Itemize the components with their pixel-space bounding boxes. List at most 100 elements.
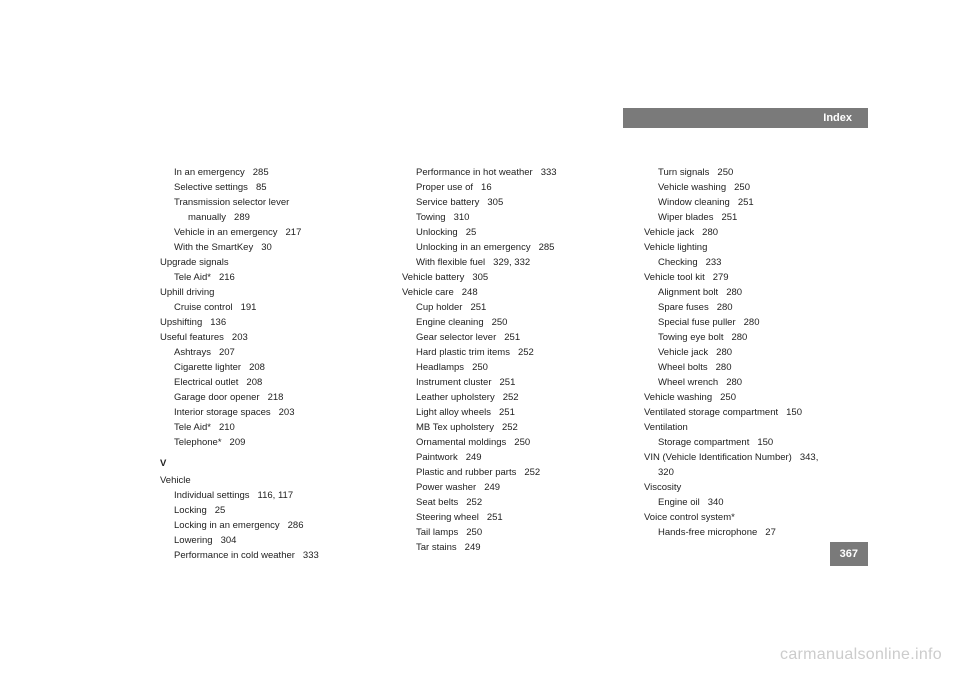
index-entry-text: Vehicle lighting [644,242,707,253]
index-entry: Interior storage spaces203 [160,405,374,420]
index-entry: Unlocking in an emergency 285 [402,240,616,255]
index-entry-text: Hands-free microphone [658,527,757,538]
index-entry-page: 304 [221,535,237,546]
index-entry-page: 85 [256,182,267,193]
index-column-2: Performance in hot weather333Proper use … [402,165,616,563]
index-entry-text: Hard plastic trim items [416,347,510,358]
index-entry: Spare fuses280 [644,300,858,315]
index-entry-text: Unlocking in an emergency [416,242,531,253]
index-entry-page: 250 [514,437,530,448]
index-column-1: In an emergency285Selective settings85Tr… [160,165,374,563]
index-entry-page: 333 [541,167,557,178]
index-entry: Garage door opener218 [160,390,374,405]
index-entry-text: Steering wheel [416,512,479,523]
index-entry-text: Towing eye bolt [658,332,723,343]
index-entry: Ashtrays 207 [160,345,374,360]
index-entry-page: 208 [246,377,262,388]
index-entry-text: Towing [416,212,446,223]
index-entry: Wheel bolts 280 [644,360,858,375]
index-entry: Unlocking25 [402,225,616,240]
index-entry-text: Garage door opener [174,392,260,403]
index-entry-text: Uphill driving [160,287,214,298]
index-entry-page: 280 [731,332,747,343]
index-entry-text: Viscosity [644,482,681,493]
index-entry-text: Telephone* [174,437,222,448]
index-entry-text: manually [188,212,226,223]
index-entry-text: VIN (Vehicle Identification Number) [644,452,792,463]
index-entry: Vehicle care248 [402,285,616,300]
index-entry-text: Performance in hot weather [416,167,533,178]
index-entry-text: MB Tex upholstery [416,422,494,433]
page-number-tab: 367 [830,542,868,566]
index-entry-page: 252 [524,467,540,478]
index-entry: Service battery305 [402,195,616,210]
index-entry: Locking 25 [160,503,374,518]
index-entry-text: Transmission selector lever [174,197,289,208]
index-entry-text: Leather upholstery [416,392,495,403]
index-entry: Tar stains249 [402,540,616,555]
index-entry-page: 285 [539,242,555,253]
index-entry-text: Cruise control [174,302,233,313]
index-entry: Voice control system* [644,510,858,525]
index-entry-page: 25 [215,505,226,516]
index-entry-text: Vehicle care [402,287,454,298]
index-entry-page: 252 [466,497,482,508]
index-entry-text: Storage compartment [658,437,749,448]
index-entry-text: Turn signals [658,167,709,178]
index-entry-text: With the SmartKey [174,242,253,253]
index-entry-text: Vehicle washing [658,182,726,193]
index-entry: 320 [644,465,858,480]
index-entry-page: 251 [500,377,516,388]
index-entry-text: Ashtrays [174,347,211,358]
index-entry: Telephone*209 [160,435,374,450]
index-entry: Plastic and rubber parts252 [402,465,616,480]
index-entry: Cigarette lighter 208 [160,360,374,375]
index-entry-text: Cigarette lighter [174,362,241,373]
index-entry: Lowering304 [160,533,374,548]
index-entry-text: 320 [658,467,674,478]
index-entry: Gear selector lever251 [402,330,616,345]
index-entry-page: 289 [234,212,250,223]
index-entry-text: Interior storage spaces [174,407,271,418]
index-header-tab: Index [623,108,868,128]
index-entry-page: 250 [466,527,482,538]
index-entry: Vehicle washing250 [644,180,858,195]
index-entry-text: Locking [174,505,207,516]
index-entry-text: Wheel wrench [658,377,718,388]
index-entry-page: 329, 332 [493,257,530,268]
index-entry-text: Wheel bolts [658,362,708,373]
index-entry-page: 136 [210,317,226,328]
index-entry-text: Power washer [416,482,476,493]
index-entry-page: 207 [219,347,235,358]
index-entry-text: Spare fuses [658,302,709,313]
index-entry: Window cleaning251 [644,195,858,210]
index-entry-page: 16 [481,182,492,193]
index-entry: Leather upholstery252 [402,390,616,405]
index-entry: Checking233 [644,255,858,270]
index-entry-text: Tele Aid* [174,272,211,283]
index-entry: Viscosity [644,480,858,495]
index-entry: Steering wheel251 [402,510,616,525]
index-entry-page: 280 [716,362,732,373]
index-entry-text: Window cleaning [658,197,730,208]
index-entry: Ventilated storage compartment150 [644,405,858,420]
index-entry-page: 251 [504,332,520,343]
index-entry: MB Tex upholstery252 [402,420,616,435]
index-entry: Seat belts252 [402,495,616,510]
index-entry-text: Checking [658,257,698,268]
index-entry-page: 210 [219,422,235,433]
index-entry: Alignment bolt280 [644,285,858,300]
index-entry-text: Upshifting [160,317,202,328]
index-entry-page: 208 [249,362,265,373]
index-entry-text: With flexible fuel [416,257,485,268]
index-entry: Upgrade signals [160,255,374,270]
watermark: carmanualsonline.info [780,646,942,664]
index-entry: Special fuse puller280 [644,315,858,330]
index-entry-text: Tele Aid* [174,422,211,433]
index-entry-page: 216 [219,272,235,283]
index-entry: Instrument cluster251 [402,375,616,390]
index-entry-page: 25 [466,227,477,238]
index-entry: VIN (Vehicle Identification Number)343, [644,450,858,465]
index-entry-text: Tail lamps [416,527,458,538]
index-entry-text: Special fuse puller [658,317,736,328]
